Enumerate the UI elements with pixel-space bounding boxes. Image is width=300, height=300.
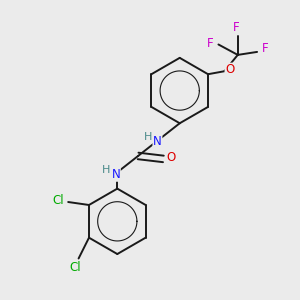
Text: N: N [111, 168, 120, 181]
Text: O: O [225, 63, 234, 76]
Text: F: F [207, 37, 213, 50]
Text: F: F [233, 21, 240, 34]
Text: F: F [262, 42, 269, 56]
Text: Cl: Cl [70, 261, 81, 274]
Text: N: N [153, 136, 162, 148]
Text: Cl: Cl [53, 194, 64, 207]
Text: H: H [102, 165, 110, 175]
Text: H: H [143, 132, 152, 142]
Text: O: O [166, 151, 176, 164]
